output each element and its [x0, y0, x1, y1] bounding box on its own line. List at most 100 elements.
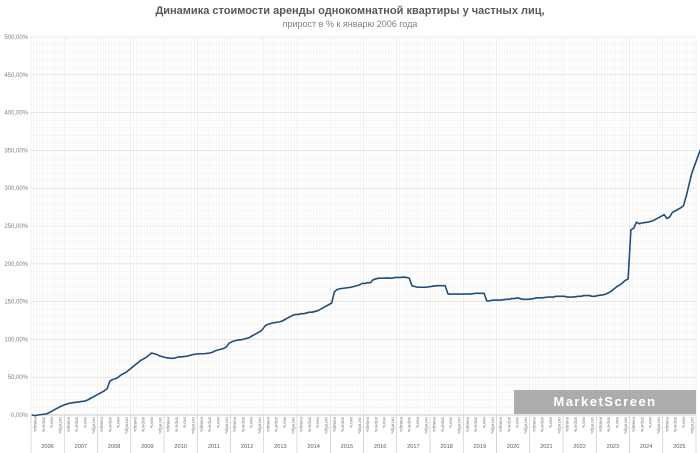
year-tick-label: 2014: [307, 444, 319, 450]
month-tick-label: июль: [548, 417, 553, 429]
year-tick-label: 2016: [374, 444, 386, 450]
month-tick-label: апрель: [241, 417, 246, 433]
y-tick-label: 150,00%: [4, 300, 28, 306]
month-tick-label: июль: [415, 417, 420, 429]
month-tick-label: январь: [598, 417, 603, 433]
year-tick-label: 2024: [640, 444, 652, 450]
month-tick-label: апрель: [141, 417, 146, 433]
month-tick-label: январь: [133, 417, 138, 433]
month-tick-label: октябрь: [557, 417, 562, 434]
month-tick-label: июль: [149, 417, 154, 429]
month-tick-label: январь: [532, 417, 537, 433]
month-tick-label: июль: [316, 417, 321, 429]
month-tick-label: октябрь: [357, 417, 362, 434]
marketscreen-watermark-logo: MarketScreen: [514, 390, 696, 414]
month-tick-label: апрель: [407, 417, 412, 433]
month-tick-label: январь: [665, 417, 670, 433]
month-tick-label: октябрь: [623, 417, 628, 434]
month-tick-label: октябрь: [291, 417, 296, 434]
year-tick-label: 2007: [75, 444, 87, 450]
month-tick-label: октябрь: [490, 417, 495, 434]
month-tick-label: октябрь: [158, 417, 163, 434]
month-tick-label: апрель: [274, 417, 279, 433]
month-tick-label: июль: [482, 417, 487, 429]
month-tick-label: июль: [582, 417, 587, 429]
month-tick-label: октябрь: [391, 417, 396, 434]
month-tick-label: октябрь: [590, 417, 595, 434]
chart-title: Динамика стоимости аренды однокомнатной …: [155, 5, 545, 17]
month-tick-label: апрель: [474, 417, 479, 433]
month-tick-label: июль: [83, 417, 88, 429]
month-tick-label: январь: [499, 417, 504, 433]
month-tick-label: январь: [366, 417, 371, 433]
month-tick-label: октябрь: [690, 417, 695, 434]
series-layer: [31, 148, 700, 417]
month-tick-label: апрель: [374, 417, 379, 433]
year-tick-label: 2018: [440, 444, 452, 450]
month-tick-label: январь: [332, 417, 337, 433]
month-tick-label: апрель: [174, 417, 179, 433]
month-tick-label: октябрь: [258, 417, 263, 434]
month-tick-label: январь: [632, 417, 637, 433]
month-tick-label: октябрь: [657, 417, 662, 434]
y-tick-label: 450,00%: [4, 73, 28, 79]
month-tick-label: апрель: [41, 417, 46, 433]
year-tick-label: 2008: [108, 444, 120, 450]
year-tick-label: 2022: [573, 444, 585, 450]
y-tick-label: 0,00%: [11, 413, 29, 419]
month-tick-label: октябрь: [524, 417, 529, 434]
month-tick-label: апрель: [573, 417, 578, 433]
year-tick-label: 2013: [274, 444, 286, 450]
month-tick-label: январь: [299, 417, 304, 433]
month-tick-label: октябрь: [125, 417, 130, 434]
y-tick-label: 50,00%: [8, 375, 29, 381]
month-tick-label: январь: [166, 417, 171, 433]
month-tick-label: январь: [565, 417, 570, 433]
month-tick-label: апрель: [341, 417, 346, 433]
month-tick-label: апрель: [607, 417, 612, 433]
grid: [30, 36, 697, 416]
month-tick-label: январь: [233, 417, 238, 433]
month-tick-label: июль: [648, 417, 653, 429]
month-tick-label: январь: [432, 417, 437, 433]
month-tick-label: октябрь: [191, 417, 196, 434]
year-tick-label: 2025: [673, 444, 685, 450]
year-tick-label: 2021: [540, 444, 552, 450]
year-tick-label: 2023: [607, 444, 619, 450]
month-tick-label: октябрь: [224, 417, 229, 434]
y-tick-label: 250,00%: [4, 224, 28, 230]
month-tick-label: январь: [199, 417, 204, 433]
month-tick-label: октябрь: [457, 417, 462, 434]
month-tick-label: июль: [615, 417, 620, 429]
y-tick-label: 200,00%: [4, 262, 28, 268]
month-tick-label: июль: [216, 417, 221, 429]
month-tick-label: июль: [515, 417, 520, 429]
series-line: [31, 148, 700, 417]
y-tick-label: 500,00%: [4, 35, 28, 41]
year-tick-label: 2009: [141, 444, 153, 450]
month-tick-label: октябрь: [91, 417, 96, 434]
year-tick-label: 2019: [474, 444, 486, 450]
year-tick-label: 2017: [407, 444, 419, 450]
month-tick-label: январь: [465, 417, 470, 433]
y-axis: 0,00% 50,00% 100,00% 150,00% 200,00% 250,00% 3…: [4, 35, 28, 419]
year-tick-label: 2011: [208, 444, 220, 450]
y-tick-label: 100,00%: [4, 337, 28, 343]
month-tick-label: июль: [382, 417, 387, 429]
month-tick-label: апрель: [540, 417, 545, 433]
month-tick-label: январь: [399, 417, 404, 433]
month-tick-label: апрель: [507, 417, 512, 433]
y-tick-label: 400,00%: [4, 111, 28, 117]
year-tick-label: 2012: [241, 444, 253, 450]
x-axis: январь апрель июль октябрь январь апрель июль о…: [30, 414, 697, 453]
year-tick-label: 2015: [341, 444, 353, 450]
month-tick-label: июль: [249, 417, 254, 429]
month-tick-label: октябрь: [58, 417, 63, 434]
month-tick-label: январь: [66, 417, 71, 433]
month-tick-label: апрель: [440, 417, 445, 433]
year-tick-label: 2020: [507, 444, 519, 450]
month-tick-label: апрель: [640, 417, 645, 433]
month-tick-label: апрель: [108, 417, 113, 433]
chart-subtitle: прирост в % к январю 2006 года: [282, 19, 418, 29]
